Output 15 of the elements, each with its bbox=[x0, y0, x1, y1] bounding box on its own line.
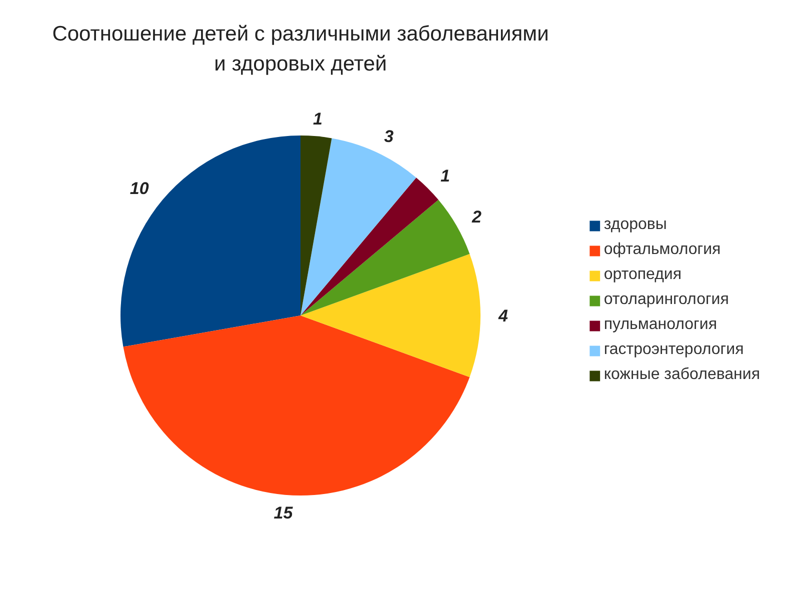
data-label: 15 bbox=[274, 504, 294, 523]
data-label: 10 bbox=[130, 179, 150, 198]
data-label: 4 bbox=[498, 306, 508, 326]
legend-label: отоларингология bbox=[604, 291, 729, 309]
legend-label: гастроэнтерология bbox=[604, 341, 744, 359]
legend-label: пульманология bbox=[604, 316, 717, 334]
data-label: 3 bbox=[384, 127, 394, 146]
data-label: 1 bbox=[313, 109, 322, 128]
chart-title: Соотношение детей с различными заболеваниями и здоровых детей bbox=[52, 22, 549, 76]
data-label: 1 bbox=[440, 166, 450, 186]
legend-label: кожные заболевания bbox=[604, 366, 760, 384]
legend-label: здоровы bbox=[604, 216, 667, 234]
legend-label: офтальмология bbox=[604, 241, 721, 259]
legend-label: ортопедия bbox=[604, 266, 682, 284]
data-label: 2 bbox=[470, 208, 482, 226]
